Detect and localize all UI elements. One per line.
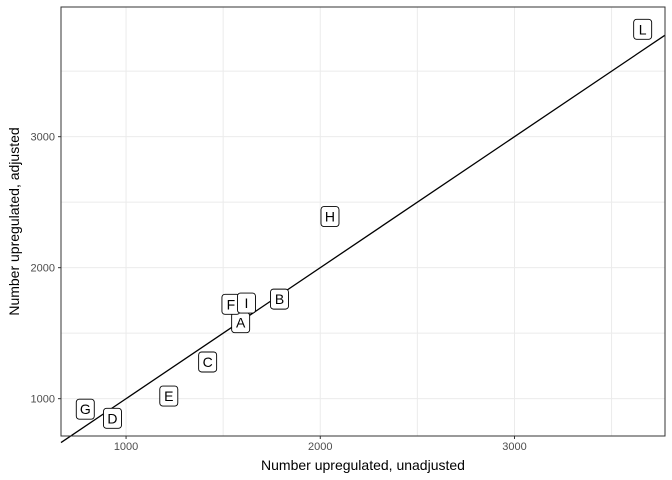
point-label-h: H [320,206,340,228]
point-label-box [159,385,179,407]
point-label-box [270,288,289,310]
y-axis-title: Number upregulated, adjusted [6,127,22,315]
point-label-text: D [107,410,117,426]
point-label-text: A [236,315,246,331]
point-label-e: E [159,385,179,407]
axes: 1000 2000 3000 1000 2000 3000 [31,132,527,453]
point-label-box [633,18,653,40]
y-tick-label: 3000 [31,132,55,144]
point-label-l: L [633,18,653,40]
point-label-g: G [75,398,95,420]
point-label-d: D [103,407,122,429]
fit-line [60,34,666,444]
point-label-box [320,206,340,228]
plot-panel-border [60,6,666,437]
y-tick-label: 1000 [31,394,55,406]
point-label-text: I [245,295,249,311]
point-label-text: B [275,291,284,307]
x-tick-label: 2000 [308,441,332,453]
point-label-box [75,398,95,420]
point-label-c: C [198,351,218,373]
point-label-text: G [80,401,91,417]
y-tick-label: 2000 [31,263,55,275]
fit-line-layer [60,34,666,444]
point-label-text: H [325,209,335,225]
point-label-i: I [237,292,256,314]
point-label-text: F [227,296,236,312]
grid [61,7,665,436]
x-tick-label: 3000 [502,441,526,453]
x-axis-title: Number upregulated, unadjusted [261,457,465,473]
x-tick-label: 1000 [114,441,138,453]
point-label-text: E [164,388,173,404]
point-label-b: B [270,288,289,310]
point-labels: A B C D E F G H I L [75,18,653,429]
point-label-text: C [203,354,213,370]
point-label-a: A [231,312,251,334]
point-label-text: L [639,21,647,37]
point-label-box [237,292,256,314]
point-label-box [103,407,122,429]
point-label-box [198,351,218,373]
